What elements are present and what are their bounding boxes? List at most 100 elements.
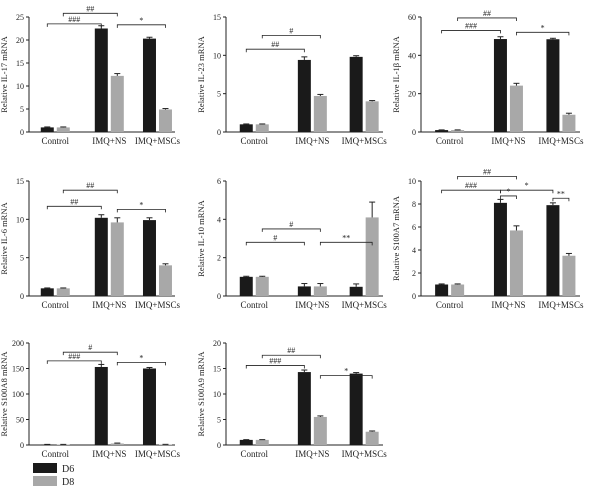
significance-label: ## (287, 346, 295, 355)
y-tick-label: 10 (213, 51, 221, 60)
bar-d6-control (435, 130, 449, 132)
significance-label: ### (465, 21, 477, 30)
significance-bracket (245, 365, 305, 369)
y-tick-label: 20 (16, 36, 24, 45)
y-tick-label: 6 (412, 223, 416, 232)
bar-d8-imq-ns (110, 75, 124, 132)
significance-label: ### (68, 15, 80, 24)
significance-label: ## (86, 4, 94, 13)
y-tick-label: 0 (217, 128, 221, 137)
significance-bracket (441, 30, 501, 34)
x-tick-label: IMQ+NS (92, 300, 126, 310)
significance-label: ## (86, 181, 94, 190)
significance-bracket (62, 12, 118, 17)
significance-bracket (319, 375, 373, 379)
significance-bracket (552, 197, 570, 202)
chart-panel-3: 0 20 40 60 Relative IL-1β mRNA Control IMQ+NS I… (391, 9, 584, 146)
bar-d8-imq-mscs (365, 217, 379, 296)
significance-label: ### (68, 352, 80, 361)
bar-d8-imq-ns (313, 286, 327, 296)
y-tick-label: 0 (20, 128, 24, 137)
significance-bracket (261, 35, 321, 39)
bar-d6-imq-ns (297, 286, 311, 296)
legend-label-d8: D8 (62, 477, 74, 487)
y-axis-label: Relative S100A8 mRNA (0, 351, 9, 437)
y-axis-label: Relative S100A9 mRNA (196, 351, 206, 437)
chart-panel-2: 0 5 10 15 Relative IL-23 mRNA Control IMQ+NS IM… (196, 13, 387, 146)
significance-bracket (457, 176, 517, 180)
y-tick-label: 0 (20, 292, 24, 301)
significance-label: * (525, 181, 529, 190)
x-tick-label: IMQ+MSCs (342, 449, 388, 459)
significance-label: * (344, 367, 348, 376)
x-tick-label: IMQ+NS (491, 300, 525, 310)
significance-label: * (506, 187, 510, 196)
significance-label: # (88, 343, 92, 352)
y-tick-label: 5 (217, 90, 221, 99)
y-tick-label: 8 (412, 200, 416, 209)
bar-d6-imq-mscs (349, 373, 363, 445)
y-axis-label: Relative IL-10 mRNA (196, 199, 206, 276)
y-axis-label: Relative S100A7 mRNA (391, 195, 401, 281)
significance-label: ## (70, 197, 78, 206)
significance-bracket (116, 361, 166, 366)
significance-label: # (289, 26, 293, 35)
x-tick-label: IMQ+MSCs (135, 300, 181, 310)
legend-swatch-d8 (33, 476, 57, 486)
bar-d8-control (56, 127, 70, 132)
x-tick-label: IMQ+NS (92, 136, 126, 146)
bar-d8-imq-ns (313, 416, 327, 445)
significance-label: * (139, 16, 143, 25)
significance-label: # (289, 220, 293, 229)
significance-label: ## (483, 9, 491, 18)
significance-label: ## (271, 40, 279, 49)
bar-d6-imq-mscs (142, 368, 156, 445)
bar-d8-imq-ns (110, 443, 124, 445)
y-tick-label: 0 (217, 441, 221, 450)
bar-d8-control (451, 284, 465, 296)
x-tick-label: IMQ+NS (92, 449, 126, 459)
y-tick-label: 5 (20, 254, 24, 263)
chart-panel-8: 0 5 10 15 20 Relative S100A9 mRNA Control IMQ+N… (196, 339, 387, 459)
significance-bracket (516, 31, 570, 36)
chart-panel-1: 0 5 10 15 20 25 Relative IL-17 mRNA Control IMQ+… (0, 4, 181, 146)
y-tick-label: 20 (213, 339, 221, 348)
legend-label-d6: D6 (62, 464, 74, 475)
x-tick-label: IMQ+MSCs (135, 136, 181, 146)
y-axis-label: Relative IL-23 mRNA (196, 35, 206, 112)
significance-bracket (245, 48, 305, 53)
bar-d8-imq-ns (509, 85, 523, 132)
y-tick-label: 4 (412, 246, 416, 255)
legend-swatch-d6 (33, 463, 57, 473)
bar-d6-imq-mscs (142, 38, 156, 133)
y-tick-label: 15 (213, 13, 221, 22)
x-tick-label: IMQ+MSCs (538, 136, 584, 146)
x-tick-label: IMQ+NS (295, 136, 329, 146)
bar-d8-imq-ns (110, 222, 124, 296)
bar-d8-control (56, 288, 70, 296)
bar-d6-imq-ns (94, 366, 108, 445)
y-tick-label: 10 (408, 177, 416, 186)
y-tick-label: 15 (16, 177, 24, 186)
y-tick-label: 4 (217, 215, 221, 224)
y-axis-label: Relative IL-6 mRNA (0, 202, 9, 275)
y-axis-label: Relative IL-1β mRNA (391, 35, 401, 112)
significance-label: ### (465, 181, 477, 190)
bar-d6-imq-mscs (142, 220, 156, 296)
bar-d6-imq-ns (493, 39, 507, 132)
significance-bracket (441, 189, 501, 194)
significance-bracket (245, 241, 305, 246)
y-tick-label: 15 (213, 365, 221, 374)
bar-d6-imq-mscs (546, 205, 560, 296)
y-tick-label: 60 (408, 13, 416, 22)
significance-bracket (319, 241, 373, 246)
y-tick-label: 40 (408, 51, 416, 60)
legend: D6 D8 (33, 463, 74, 487)
bar-d8-imq-mscs (365, 101, 379, 132)
y-tick-label: 5 (20, 105, 24, 114)
y-tick-label: 0 (412, 128, 416, 137)
bar-d6-control (239, 276, 253, 296)
significance-bracket (457, 17, 517, 21)
